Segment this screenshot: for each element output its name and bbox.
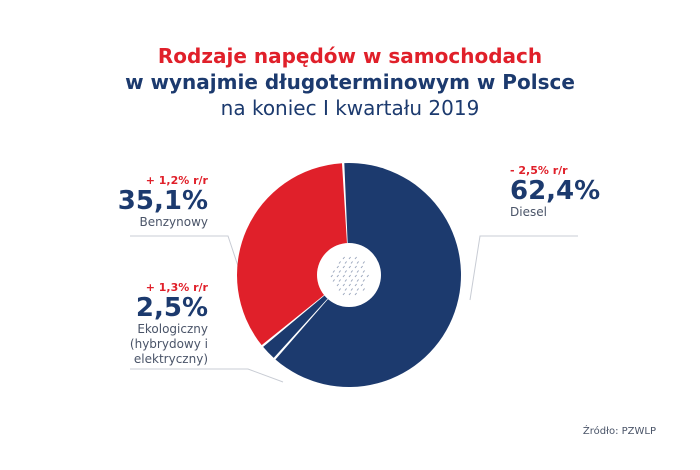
center-dot-pattern: [330, 256, 369, 296]
center-pattern-dash: [342, 283, 345, 287]
center-pattern-dash: [336, 274, 339, 278]
name-ekologiczny-line2: (hybrydowy i: [129, 337, 208, 351]
center-pattern-dash: [350, 279, 353, 282]
center-pattern-dash: [338, 288, 341, 291]
center-pattern-dash: [344, 270, 347, 273]
center-pattern-dash: [342, 292, 345, 296]
change-benzynowy: + 1,2% r/r: [145, 174, 208, 187]
center-pattern-dash: [344, 261, 347, 264]
center-pattern-dash: [342, 274, 345, 278]
center-pattern-dash: [330, 274, 333, 278]
center-pattern-dash: [336, 265, 339, 269]
center-pattern-dash: [360, 274, 363, 278]
change-diesel: - 2,5% r/r: [510, 164, 568, 177]
center-pattern-dash: [354, 292, 357, 296]
center-pattern-dash: [354, 256, 357, 260]
center-pattern-dash: [342, 265, 345, 269]
center-hole: [317, 243, 381, 307]
chart-title-line2: w wynajmie długoterminowym w Polsce: [125, 70, 575, 94]
name-ekologiczny-line3: elektryczny): [133, 352, 208, 366]
change-ekologiczny: + 1,3% r/r: [145, 281, 208, 294]
center-pattern-dash: [366, 274, 369, 278]
center-pattern-dash: [362, 270, 365, 273]
center-pattern-dash: [332, 279, 335, 282]
chart-title-line1: Rodzaje napędów w samochodach: [157, 44, 543, 68]
pie-slice-benzynowy: [237, 163, 349, 346]
center-pattern-dash: [350, 270, 353, 273]
center-pattern-dash: [356, 288, 359, 291]
center-pattern-dash: [338, 270, 341, 273]
label-ekologiczny: + 1,3% r/r 2,5% Ekologiczny (hybrydowy i…: [130, 281, 208, 367]
name-benzynowy: Benzynowy: [139, 215, 208, 229]
center-pattern-dash: [344, 288, 347, 291]
center-pattern-dash: [338, 279, 341, 282]
source-note: Źródło: PZWLP: [582, 426, 656, 437]
center-pattern-dash: [360, 283, 363, 287]
center-pattern-dash: [356, 279, 359, 282]
center-pattern-dash: [356, 261, 359, 264]
center-pattern-dash: [336, 283, 339, 287]
name-ekologiczny-line1: Ekologiczny: [137, 322, 208, 336]
value-benzynowy: 35,1%: [117, 186, 208, 216]
center-pattern-dash: [362, 288, 365, 291]
center-pattern-dash: [342, 256, 345, 260]
center-pattern-dash: [332, 270, 335, 273]
chart-subtitle: na koniec I kwartału 2019: [220, 96, 480, 120]
center-pattern-dash: [348, 256, 351, 260]
center-pattern-dash: [354, 283, 357, 287]
center-pattern-dash: [348, 292, 351, 296]
center-pattern-dash: [354, 265, 357, 269]
value-diesel: 62,4%: [510, 176, 601, 206]
center-pattern-dash: [360, 265, 363, 269]
center-pattern-dash: [362, 261, 365, 264]
leader-line-diesel: [469, 235, 578, 301]
label-diesel: - 2,5% r/r 62,4% Diesel: [510, 164, 600, 220]
center-pattern-dash: [348, 265, 351, 269]
center-pattern-dash: [354, 274, 357, 278]
value-ekologiczny: 2,5%: [135, 293, 208, 323]
center-pattern-dash: [356, 270, 359, 273]
center-pattern-dash: [350, 288, 353, 291]
leader-line-ekologiczny: [130, 368, 284, 383]
center-pattern-dash: [362, 279, 365, 282]
center-pattern-dash: [338, 261, 341, 264]
center-pattern-dash: [348, 283, 351, 287]
center-pattern-dash: [344, 279, 347, 282]
center-pattern-dash: [348, 274, 351, 278]
name-diesel: Diesel: [510, 205, 547, 219]
center-pattern-dash: [350, 261, 353, 264]
label-benzynowy: + 1,2% r/r 35,1% Benzynowy: [118, 174, 208, 230]
